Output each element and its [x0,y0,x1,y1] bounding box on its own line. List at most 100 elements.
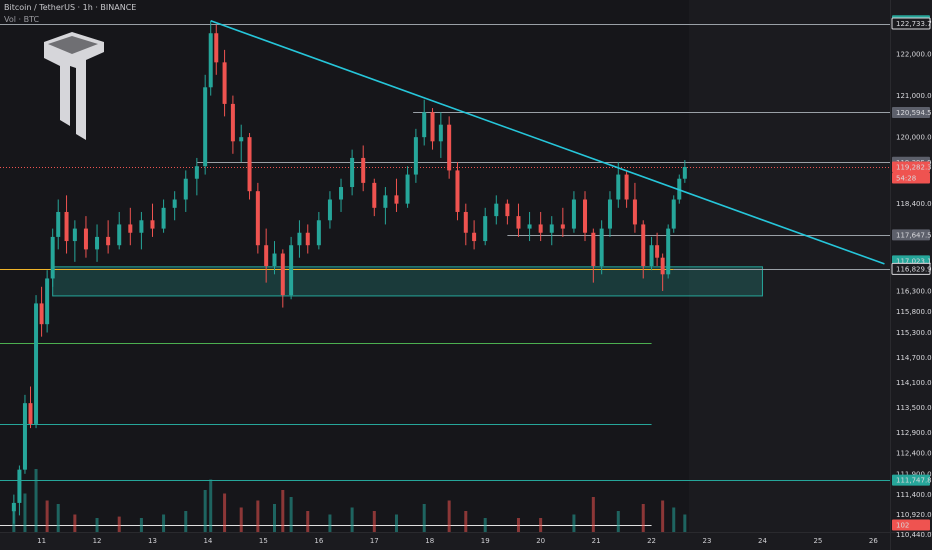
candle-body-7 [50,236,55,279]
price-tag-text: 102 [896,522,909,530]
candle-body-67 [624,174,629,200]
volume-bar-3 [45,500,49,532]
candle-body-55 [505,203,510,217]
candle-body-24 [214,33,219,63]
price-tag-text: 54:28 [896,174,916,182]
price-axis-label: 111,400.00 [896,491,932,499]
volume-bar-6 [95,518,99,532]
price-tag-6 [892,229,930,241]
price-axis-label: 121,000.00 [896,92,932,100]
candle-body-37 [327,199,332,221]
candle-body-22 [203,87,208,167]
candle-body-16 [139,220,144,233]
volume-bar-17 [281,490,285,532]
candle-body-33 [289,245,294,296]
price-axis-label: 114,700.00 [896,354,932,362]
candle-body-41 [372,182,377,208]
candle-body-1 [17,469,22,503]
volume-bar-4 [56,504,60,532]
time-axis-label: 25 [813,537,822,545]
price-axis[interactable]: 122,000.00 121,000.00 120,000.00 118,400.00… [896,51,932,539]
candle-body-42 [383,195,388,208]
candle-body-20 [183,178,188,200]
candle-body-40 [361,157,366,183]
price-tag-text: 117,023.18 [896,257,932,265]
time-axis-label: 17 [370,537,379,545]
time-axis-label: 19 [481,537,490,545]
price-tag-text: 111,747.80 [896,477,932,485]
volume-bar-21 [350,507,354,532]
price-axis-label: 115,300.00 [896,329,932,337]
volume-legend[interactable]: Vol · BTC [4,15,40,24]
candle-body-48 [438,124,443,142]
price-tag-1 [891,17,931,30]
trendline-layer [210,20,885,265]
volume-bar-1 [23,493,27,532]
time-axis-label: 13 [148,537,157,545]
volume-bar-19 [306,511,310,532]
price-axis-label: 116,300.00 [896,287,932,295]
symbol-title[interactable]: Bitcoin / TetherUS · 1h · BINANCE [4,3,137,12]
volume-bar-32 [616,511,620,532]
price-axis-label: 115,800.00 [896,308,932,316]
candle-body-3 [28,403,33,424]
candle-body-38 [339,187,344,200]
volume-bar-33 [641,504,645,532]
price-tag-9 [892,474,930,486]
volume-bar-9 [162,514,166,532]
candle-body-0 [11,502,16,512]
candle-body-49 [447,124,452,171]
candle-body-30 [264,245,269,266]
candle-body-36 [316,220,321,246]
candle-body-63 [591,232,596,266]
price-tag-4 [892,161,930,173]
candle-body-19 [172,199,177,208]
candle-body-70 [649,245,654,266]
candle-body-54 [494,203,499,217]
candle-body-64 [599,228,604,266]
candle-body-51 [463,211,468,233]
volume-bar-22 [372,511,376,532]
candle-body-47 [430,112,435,142]
volume-bar-29 [539,518,543,532]
volume-bar-8 [139,518,143,532]
volume-bar-31 [591,497,595,532]
volume-bar-5 [73,514,77,532]
candle-body-31 [272,253,277,266]
volume-bar-24 [422,504,426,532]
volume-bar-10 [184,511,188,532]
price-tag-text: 117,647.56 [896,231,932,239]
price-axis-label: 120,000.00 [896,134,932,142]
candle-body-18 [161,207,166,229]
session-band [0,0,689,532]
time-axis-label: 15 [259,537,268,545]
candle-body-28 [247,137,252,192]
candle-body-72 [660,257,665,275]
volume-layer [12,469,687,532]
candle-body-12 [95,236,100,250]
price-tag-2 [892,106,930,118]
price-axis-label: 113,500.00 [896,404,932,412]
candle-body-74 [671,199,676,229]
candle-body-39 [350,157,355,188]
candle-body-34 [297,232,302,246]
time-axis[interactable]: 11 12 13 14 15 16 17 18 19 20 21 22 23 24 25 26 [37,537,878,545]
candle-body-8 [56,211,61,237]
candle-body-11 [83,228,88,250]
candle-body-2 [22,403,27,470]
price-tags: 122,799.66122,733.71120,594.59119,395.96… [891,15,932,531]
price-tag-text: 119,282.32 [896,163,932,171]
price-tag-10 [892,519,930,531]
volume-bar-20 [328,514,332,532]
candle-body-59 [549,224,554,233]
candle-body-57 [527,224,532,229]
volume-bar-30 [572,514,576,532]
volume-bar-26 [464,511,468,532]
time-axis-label: 12 [93,537,102,545]
candle-body-62 [583,199,588,233]
volume-bar-2 [34,469,38,532]
candle-body-44 [405,174,410,204]
time-axis-label: 24 [758,537,767,545]
